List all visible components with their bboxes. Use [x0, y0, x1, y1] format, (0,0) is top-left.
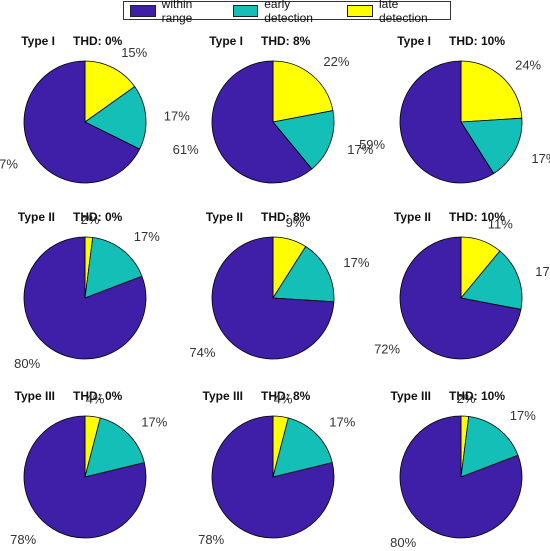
legend-item-within-range: within range	[130, 0, 221, 25]
pie-title-type: Type I	[21, 34, 55, 48]
pie-title-thd: THD: 10%	[449, 34, 505, 48]
pie-label-early-detection: 17%	[141, 415, 167, 430]
pie-chart-6: Type II THD: 10%11% 17% 72%	[374, 210, 550, 360]
pie-label-within-range: 59%	[359, 137, 385, 152]
pie-slice-within-range	[399, 415, 523, 539]
legend-item-late-detection: late detection	[347, 0, 444, 25]
pie-title-thd: THD: 10%	[449, 210, 505, 224]
pie-label-early-detection: 17%	[535, 264, 550, 279]
legend-swatch-within-range	[130, 4, 156, 17]
pie-slice-early-detection	[460, 416, 519, 478]
pie-label-early-detection: 17%	[347, 142, 373, 157]
pie-label-late-detection: 15%	[121, 45, 147, 60]
pie-title-type: Type III	[15, 389, 55, 403]
pie-title-type: Type II	[394, 210, 431, 224]
pie-label-early-detection: 17%	[329, 415, 355, 430]
pie-slice-within-range	[211, 236, 335, 360]
pie-chart-1: Type I THD: 0%15% 17% 67%	[0, 34, 190, 184]
pie-title-type: Type I	[397, 34, 431, 48]
pie-chart-7: Type III THD: 0%4% 17% 78%	[10, 389, 168, 547]
pie-slice-early-detection	[272, 110, 335, 170]
pie-title-thd: THD: 0%	[73, 389, 123, 403]
pie-chart-5: Type II THD: 8%9% 17% 74%	[189, 210, 369, 360]
pie-label-within-range: 74%	[189, 345, 215, 360]
pie-label-within-range: 61%	[173, 142, 199, 157]
pie-label-early-detection: 17%	[531, 151, 550, 166]
pie-chart-8: Type III THD: 8%4% 17% 78%	[198, 389, 356, 547]
pie-label-within-range: 80%	[14, 356, 40, 371]
pie-slice-early-detection	[272, 417, 333, 478]
pie-label-late-detection: 2%	[457, 391, 476, 406]
chart-legend: within range early detection late detect…	[123, 0, 451, 25]
legend-label-late-detection: late detection	[379, 0, 428, 25]
pie-slice-early-detection	[84, 86, 147, 150]
pie-title-thd: THD: 0%	[73, 34, 123, 48]
pie-label-within-range: 72%	[374, 341, 400, 356]
pie-label-within-range: 78%	[198, 532, 224, 547]
pie-chart-3: Type I THD: 10% 24% 17% 59%	[359, 34, 550, 184]
pie-label-early-detection: 17%	[164, 109, 190, 124]
pie-title-thd: THD: 10%	[449, 389, 505, 403]
pie-slice-within-range	[399, 236, 522, 360]
legend-label-within-range: within range	[161, 0, 193, 25]
pie-title-thd: THD: 8%	[261, 389, 311, 403]
pie-slice-early-detection	[84, 417, 145, 478]
pie-title-thd: THD: 8%	[261, 34, 311, 48]
pie-slice-within-range	[399, 60, 495, 184]
pie-slice-within-range	[211, 60, 313, 184]
pie-slice-within-range	[23, 60, 141, 184]
pie-chart-4: Type II THD: 0%2% 17% 80%	[14, 210, 160, 371]
pie-chart-9: Type III THD: 10%2% 17% 80%	[390, 389, 536, 550]
pie-title-thd: THD: 0%	[73, 210, 123, 224]
pie-label-late-detection: 4%	[86, 392, 105, 407]
pie-title-type: Type II	[206, 210, 243, 224]
pie-title-type: Type II	[18, 210, 55, 224]
pie-label-within-range: 67%	[0, 157, 18, 172]
pie-slice-early-detection	[272, 245, 335, 303]
pie-label-within-range: 78%	[10, 532, 36, 547]
pie-slice-within-range	[23, 415, 147, 539]
pie-label-late-detection: 4%	[274, 392, 293, 407]
legend-swatch-late-detection	[347, 4, 373, 17]
pie-slice-early-detection	[460, 117, 523, 175]
legend-swatch-early-detection	[232, 4, 259, 17]
pie-slice-within-range	[211, 415, 335, 539]
pie-label-late-detection: 9%	[286, 215, 305, 230]
pie-label-late-detection: 24%	[515, 57, 541, 72]
pie-label-late-detection: 22%	[323, 54, 349, 69]
pie-label-early-detection: 17%	[343, 255, 369, 270]
pie-slice-within-range	[23, 236, 147, 360]
pie-label-early-detection: 17%	[134, 229, 160, 244]
pie-title-type: Type III	[203, 389, 243, 403]
pie-label-late-detection: 11%	[488, 217, 513, 232]
pie-label-early-detection: 17%	[510, 408, 536, 423]
pie-title-type: Type III	[391, 389, 431, 403]
pie-title-type: Type I	[209, 34, 243, 48]
pie-slice-late-detection	[460, 60, 523, 123]
pie-slice-late-detection	[84, 60, 136, 123]
pie-chart-2: Type I THD: 8% 22% 17% 61%	[173, 34, 374, 184]
pie-slice-late-detection	[272, 60, 334, 123]
pie-slice-early-detection	[460, 250, 523, 310]
legend-label-early-detection: early detection	[264, 0, 313, 25]
pie-slice-early-detection	[84, 237, 143, 299]
legend-item-early-detection: early detection	[232, 0, 336, 25]
pie-label-late-detection: 2%	[81, 212, 100, 227]
pie-label-within-range: 80%	[390, 535, 416, 550]
pie-title-thd: THD: 8%	[261, 210, 311, 224]
